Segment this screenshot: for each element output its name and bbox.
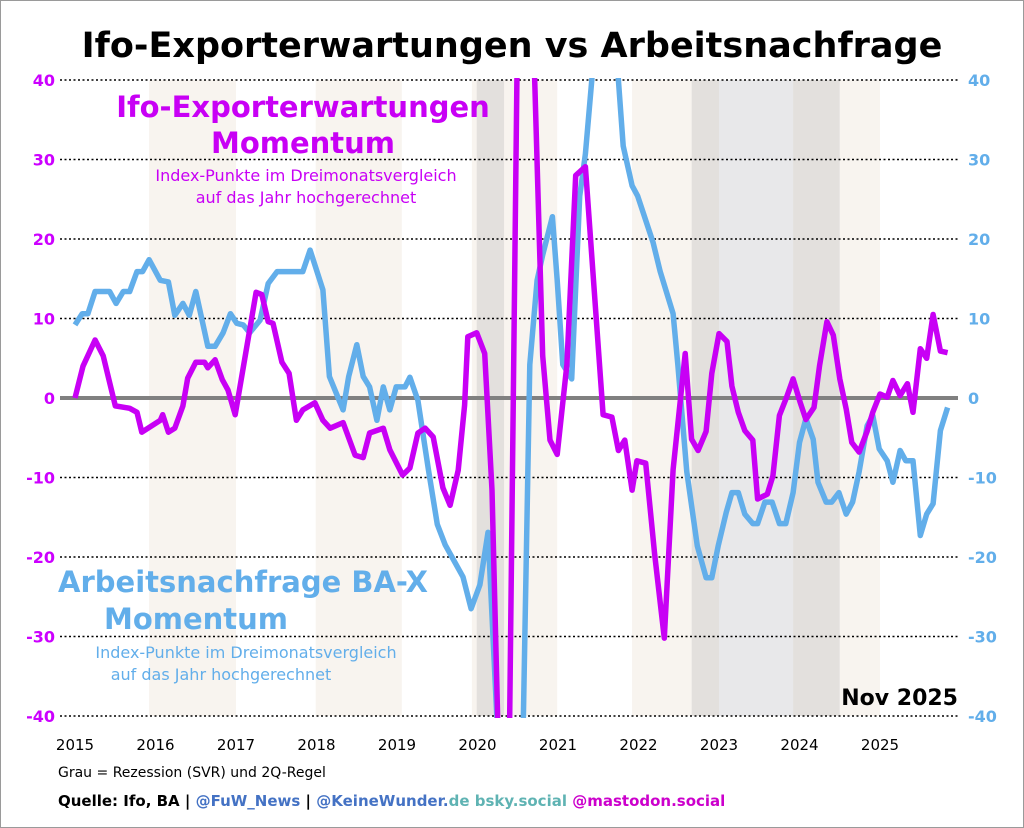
bluesky-handle-link[interactable]: @KeineWunder. [316,792,448,810]
ba-series-line [520,78,595,718]
ifo-series-line [506,78,520,718]
y-left-tick-label: 30 [33,151,55,170]
x-tick-label: 2017 [217,736,255,754]
x-tick-label: 2025 [861,736,899,754]
ifo-series-line [531,78,949,641]
x-tick-label: 2021 [539,736,577,754]
gridlines [60,79,958,717]
bluesky-domain[interactable]: de bsky.social [449,792,573,810]
y-right-tick-label: -20 [968,548,997,567]
date-label: Nov 2025 [841,686,958,711]
source-separator: | [300,792,316,811]
x-tick-label: 2016 [136,736,174,754]
y-left-tick-label: 0 [44,389,55,408]
y-left-tick-label: 10 [33,310,55,329]
ba-series-label-line1: Arbeitsnachfrage BA-X [58,565,428,599]
x-tick-label: 2015 [56,736,94,754]
mastodon-handle-link[interactable]: @mastodon.social [572,792,725,810]
y-left-tick-label: -20 [26,548,55,567]
y-right-tick-label: -10 [968,469,997,488]
y-left-tick-label: 20 [33,230,55,249]
ba-series-label-line2: Momentum [104,602,288,636]
y-right-tick-label: 40 [968,71,990,90]
ifo-series-label-line2: Momentum [211,126,395,160]
ba-series-subtitle-line1: Index-Punkte im Dreimonatsvergleich [95,643,396,662]
ifo-series-label-line1: Ifo-Exporterwartungen [116,90,490,124]
x-tick-label: 2023 [700,736,738,754]
y-left-tick-label: -10 [26,469,55,488]
ba-series-line [72,247,500,718]
y-right-tick-label: 20 [968,230,990,249]
y-right-tick-label: 10 [968,310,990,329]
ifo-series-subtitle-line2: auf das Jahr hochgerechnet [196,188,417,207]
y-left-tick-label: -40 [26,707,55,726]
y-right-tick-label: -40 [968,707,997,726]
source-label: Quelle: Ifo, BA | [58,792,196,811]
series-lines [72,78,951,718]
x-tick-label: 2024 [780,736,818,754]
y-right-tick-label: -30 [968,628,997,647]
ba-series-line [615,78,951,581]
x-tick-label: 2022 [619,736,657,754]
y-right-tick-label: 0 [968,389,979,408]
chart-title: Ifo-Exporterwartungen vs Arbeitsnachfrag… [82,26,943,66]
twitter-handle-link[interactable]: @FuW_News [196,792,301,810]
y-left-tick-label: -30 [26,628,55,647]
y-left-tick-label: 40 [33,71,55,90]
x-tick-label: 2018 [297,736,335,754]
x-tick-label: 2019 [378,736,416,754]
ifo-series-line [72,289,501,718]
footer-note: Grau = Rezession (SVR) und 2Q-Regel [58,765,326,781]
footer-source: Quelle: Ifo, BA | @FuW_News | @KeineWund… [58,792,725,811]
y-right-tick-label: 30 [968,151,990,170]
ba-series-subtitle-line2: auf das Jahr hochgerechnet [111,665,332,684]
ifo-series-subtitle-line1: Index-Punkte im Dreimonatsvergleich [155,166,456,185]
x-tick-label: 2020 [458,736,496,754]
